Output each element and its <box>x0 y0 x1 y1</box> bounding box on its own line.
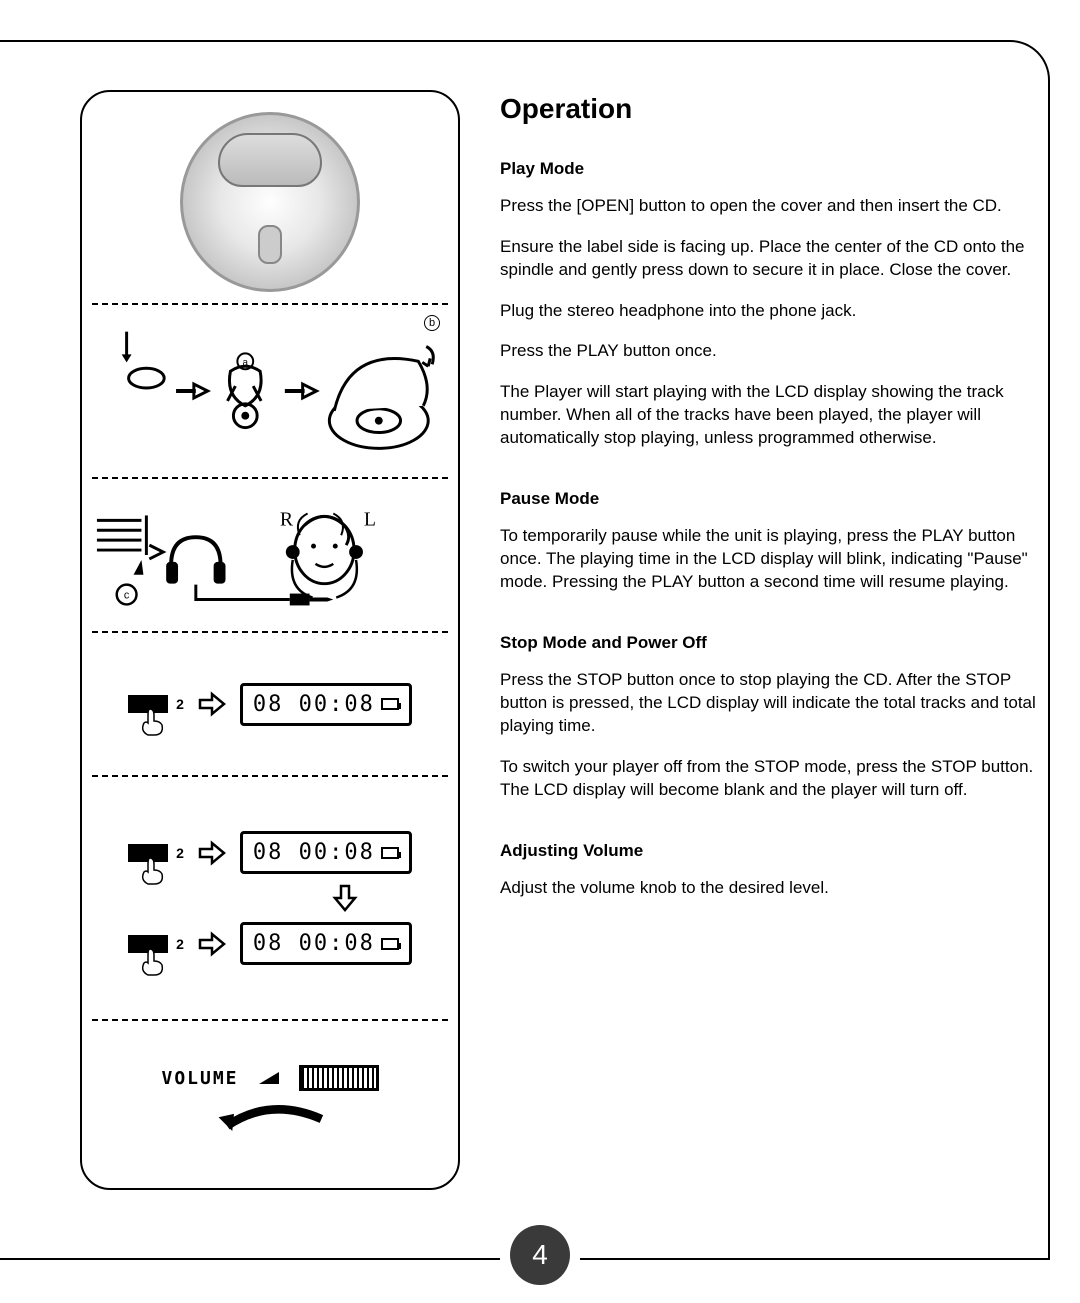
body-text: Ensure the label side is facing up. Plac… <box>500 236 1040 282</box>
body-text: To switch your player off from the STOP … <box>500 756 1040 802</box>
frame-top-extension <box>0 40 30 42</box>
lcd-display: 08 00:08 <box>240 683 412 726</box>
divider <box>92 303 448 305</box>
svg-text:c: c <box>124 590 130 602</box>
body-text: To temporarily pause while the unit is p… <box>500 525 1040 594</box>
lcd-display: 08 00:08 <box>240 922 412 965</box>
section-stop-mode: Stop Mode and Power Off Press the STOP b… <box>500 632 1040 802</box>
page-heading: Operation <box>500 90 1040 128</box>
divider <box>92 631 448 633</box>
body-text: Press the STOP button once to stop playi… <box>500 669 1040 738</box>
step-marker-b: b <box>424 315 440 331</box>
section-title: Adjusting Volume <box>500 840 1040 863</box>
section-pause-mode: Pause Mode To temporarily pause while th… <box>500 488 1040 594</box>
text-column: Operation Play Mode Press the [OPEN] but… <box>500 90 1040 1190</box>
volume-label: VOLUME <box>161 1068 238 1089</box>
arrow-right-icon <box>198 839 226 867</box>
divider <box>92 477 448 479</box>
hand-icon <box>138 947 168 977</box>
press-sequence: 2 08 00:08 <box>128 831 412 874</box>
panel-volume: VOLUME <box>92 1027 448 1177</box>
battery-icon <box>381 938 399 950</box>
panel-cd-player-top <box>92 107 448 297</box>
arrow-down-icon <box>331 884 359 912</box>
panel-play-lcd: 2 08 00:08 <box>92 639 448 769</box>
arrow-right-icon <box>198 930 226 958</box>
illustration-column: b a <box>80 90 460 1190</box>
ear-label-l: L <box>364 508 376 530</box>
hand-icon <box>138 856 168 886</box>
cd-player-icon <box>180 112 360 292</box>
volume-triangle-icon <box>259 1070 279 1086</box>
volume-knob-icon <box>299 1065 379 1091</box>
lcd-text: 08 00:08 <box>253 931 375 956</box>
lcd-text: 08 00:08 <box>253 692 375 717</box>
section-play-mode: Play Mode Press the [OPEN] button to ope… <box>500 158 1040 450</box>
body-text: The Player will start playing with the L… <box>500 381 1040 450</box>
arrow-right-icon <box>198 690 226 718</box>
battery-icon <box>381 847 399 859</box>
frame-bottom-left <box>0 1258 500 1260</box>
divider <box>92 1019 448 1021</box>
press-sequence: 2 08 00:08 <box>128 683 412 726</box>
rotate-arrow-icon <box>210 1099 330 1139</box>
ear-label-r: R <box>280 508 294 530</box>
section-volume: Adjusting Volume Adjust the volume knob … <box>500 840 1040 900</box>
divider <box>92 775 448 777</box>
section-title: Stop Mode and Power Off <box>500 632 1040 655</box>
panel-stop-lcd: 2 08 00:08 <box>92 783 448 1013</box>
lcd-text: 08 00:08 <box>253 840 375 865</box>
section-title: Play Mode <box>500 158 1040 181</box>
frame-bottom-right <box>580 1258 1050 1260</box>
panel-headphones: c R L <box>92 485 448 625</box>
hand-icon <box>138 707 168 737</box>
illustration-frame: b a <box>80 90 460 1190</box>
body-text: Press the PLAY button once. <box>500 340 1040 363</box>
body-text: Adjust the volume knob to the desired le… <box>500 877 1040 900</box>
section-title: Pause Mode <box>500 488 1040 511</box>
battery-icon <box>381 698 399 710</box>
body-text: Plug the stereo headphone into the phone… <box>500 300 1040 323</box>
panel-insert-cd: b a <box>92 311 448 471</box>
lcd-display: 08 00:08 <box>240 831 412 874</box>
page-number: 4 <box>510 1225 570 1285</box>
body-text: Press the [OPEN] button to open the cove… <box>500 195 1040 218</box>
press-sequence: 2 08 00:08 <box>128 922 412 965</box>
